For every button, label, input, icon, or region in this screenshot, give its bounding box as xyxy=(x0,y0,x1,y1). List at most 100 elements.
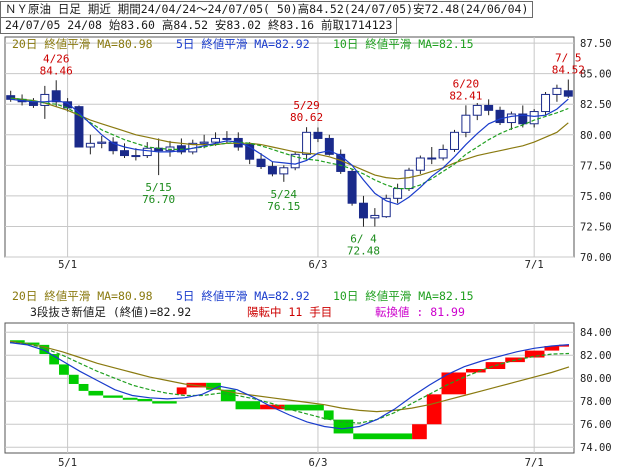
brick-down xyxy=(122,397,138,400)
brick-up xyxy=(176,387,187,395)
header-title-line: ＮＹ原油 日足 期近 期間24/04/24～24/07/05( 50)高84.5… xyxy=(0,1,534,18)
candle-body xyxy=(529,111,539,125)
brick-down xyxy=(49,354,60,365)
candle-body xyxy=(518,113,528,125)
candle-body xyxy=(370,214,380,219)
brick-down xyxy=(333,419,354,434)
lower-x-tick-label: 7/1 xyxy=(525,457,544,469)
candle-body xyxy=(506,113,516,124)
brick-down xyxy=(59,364,69,375)
annotation-date: 7/ 5 xyxy=(555,52,582,65)
upper-x-tick-label: 5/1 xyxy=(58,259,77,271)
annotation-date: 6/20 xyxy=(453,77,480,90)
candle-body xyxy=(51,90,61,103)
candle-body xyxy=(290,153,300,169)
upper-legend-entry: 5日 終値平滑 MA=82.92 xyxy=(176,37,310,51)
candle-body xyxy=(358,202,368,219)
annotation-date: 5/15 xyxy=(145,181,172,194)
upper-y-tick-label: 85.00 xyxy=(580,69,612,81)
candle-body xyxy=(484,104,494,111)
annotation-date: 6/ 4 xyxy=(350,233,377,246)
brick-down xyxy=(10,340,25,343)
upper-y-tick-label: 82.50 xyxy=(580,99,612,111)
candle-body xyxy=(267,166,277,175)
candle-body xyxy=(541,93,551,113)
candle-body xyxy=(313,131,323,139)
annotation-value: 82.41 xyxy=(449,89,482,102)
annotation-value: 72.48 xyxy=(347,245,380,258)
candle-body xyxy=(108,141,118,152)
brick-down xyxy=(88,390,104,396)
lower-y-tick-label: 80.00 xyxy=(580,373,612,385)
brick-down xyxy=(323,410,334,420)
brick-up xyxy=(426,394,442,425)
annotation-date: 5/24 xyxy=(271,188,298,201)
brick-up xyxy=(412,424,427,440)
candle-body xyxy=(222,137,232,140)
candle-body xyxy=(347,170,357,204)
candle-body xyxy=(279,167,289,175)
lower-info-reversal: 転換値 : 81.99 xyxy=(375,305,465,319)
brick-up xyxy=(466,369,486,373)
candle-body xyxy=(495,109,505,124)
upper-y-tick-label: 72.50 xyxy=(580,221,612,233)
upper-y-tick-label: 77.50 xyxy=(580,160,612,172)
upper-y-tick-label: 70.00 xyxy=(580,252,612,264)
upper-x-tick-label: 7/1 xyxy=(525,259,544,271)
candle-body xyxy=(131,155,141,158)
annotation-value: 84.52 xyxy=(552,64,585,77)
annotation-date: 5/29 xyxy=(293,99,320,112)
candle-body xyxy=(552,87,562,95)
upper-y-tick-label: 75.00 xyxy=(580,191,612,203)
candle-body xyxy=(245,144,255,160)
candle-body xyxy=(211,137,221,143)
annotation-value: 76.70 xyxy=(142,193,175,206)
brick-down xyxy=(103,395,123,398)
lower-y-tick-label: 82.00 xyxy=(580,350,612,362)
candle-body xyxy=(427,157,437,160)
candle-body xyxy=(404,169,414,190)
brick-down xyxy=(152,401,177,404)
annotation-value: 80.62 xyxy=(290,111,323,124)
annotation-date: 4/26 xyxy=(43,52,70,65)
lower-info-price: 3段抜き新値足 (終値)=82.92 xyxy=(30,305,191,319)
candle-body xyxy=(302,131,312,155)
brick-down xyxy=(353,433,413,440)
candle-body xyxy=(393,188,403,199)
candle-body xyxy=(381,197,391,218)
lower-legend-entry: 10日 終値平滑 MA=82.15 xyxy=(333,289,474,303)
lower-ma20-line xyxy=(9,340,570,413)
candle-body xyxy=(256,158,266,168)
lower-y-tick-label: 78.00 xyxy=(580,396,612,408)
upper-y-tick-label: 87.50 xyxy=(580,38,612,50)
lower-y-tick-label: 84.00 xyxy=(580,327,612,339)
candle-body xyxy=(324,137,334,155)
candle-body xyxy=(438,148,448,159)
candle-body xyxy=(142,147,152,157)
brick-down xyxy=(235,401,261,410)
candle-body xyxy=(120,150,129,157)
brick-down xyxy=(284,404,324,411)
upper-legend-entry: 10日 終値平滑 MA=82.15 xyxy=(333,37,474,51)
upper-ma10-line xyxy=(10,97,569,190)
upper-legend-entry: 20日 終値平滑 MA=80.98 xyxy=(12,37,153,51)
brick-up xyxy=(441,372,467,395)
brick-down xyxy=(220,389,236,402)
candle-body xyxy=(336,153,346,172)
brick-up xyxy=(544,346,560,351)
brick-up xyxy=(559,344,569,347)
lower-plot-frame xyxy=(4,322,575,454)
brick-down xyxy=(39,344,50,355)
candle-body xyxy=(97,141,107,144)
brick-down xyxy=(78,383,89,391)
lower-ma5-line xyxy=(9,342,570,430)
candle-body xyxy=(6,95,16,100)
upper-x-tick-label: 6/3 xyxy=(308,259,327,271)
lower-y-tick-label: 76.00 xyxy=(580,419,612,431)
brick-down xyxy=(206,382,221,390)
candle-body xyxy=(461,114,471,133)
upper-ma20-line xyxy=(10,97,569,180)
upper-y-tick-label: 80.00 xyxy=(580,130,612,142)
upper-ma5-line xyxy=(10,98,569,206)
